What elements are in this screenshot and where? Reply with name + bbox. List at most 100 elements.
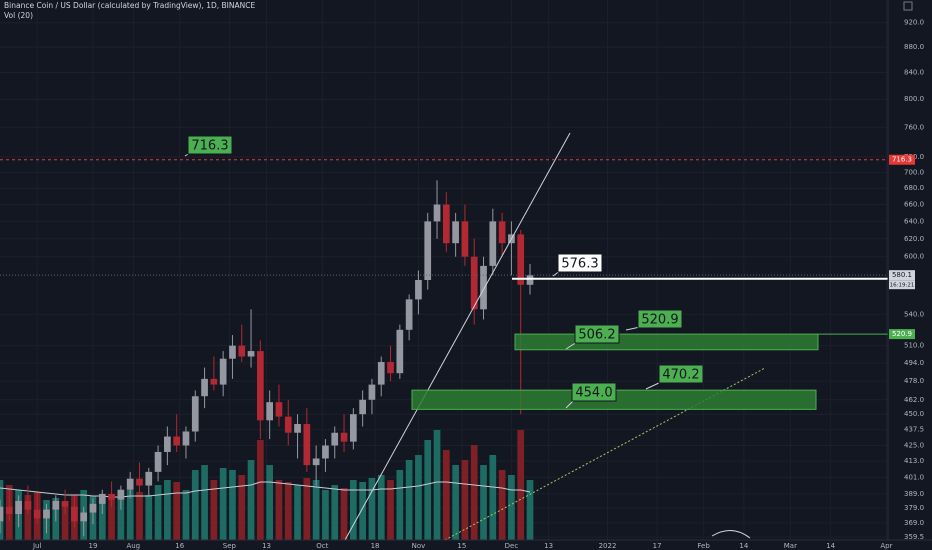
y-tick-label: 425.0 (904, 441, 924, 449)
candle-body (470, 256, 478, 310)
volume-bar (61, 502, 69, 540)
candle-body (219, 358, 227, 385)
volume-bar (322, 490, 329, 540)
callout-box (571, 382, 617, 402)
volume-bar (415, 455, 422, 540)
candle-body (387, 362, 394, 374)
volume-bar (387, 480, 394, 540)
callout-box (574, 324, 620, 344)
volume-bar (154, 485, 162, 540)
candle-body (108, 493, 115, 500)
volume-bar (284, 482, 292, 540)
callout-label: 520.9 (641, 313, 678, 328)
candle-body (191, 396, 199, 432)
volume-pane (0, 430, 534, 540)
volume-bar (312, 480, 320, 540)
y-tick-label: 700.0 (904, 168, 924, 176)
x-tick-label: 2022 (599, 542, 617, 550)
y-tick-label: 462.0 (904, 396, 924, 404)
callout-box (557, 253, 603, 273)
volume-bar (257, 440, 264, 540)
candle-body (43, 509, 50, 519)
candle-body (275, 402, 283, 417)
y-tick-label: 389.0 (904, 490, 924, 498)
y-tick-label: 494.0 (904, 359, 924, 367)
support-zone (514, 333, 819, 351)
candle-body (396, 329, 404, 374)
axes: 920.0880.0840.0800.0760.0720.0700.0680.0… (32, 19, 924, 550)
y-tick-label: 359.5 (904, 533, 924, 541)
volume-bar (229, 470, 236, 540)
candle-body (80, 512, 88, 522)
candle-body (15, 501, 22, 514)
y-tick-label: 640.0 (904, 217, 924, 225)
settings-icon[interactable] (903, 1, 913, 11)
volume-bar (201, 465, 208, 540)
y-tick-label: 760.0 (904, 123, 924, 131)
last-price-tag-bg (889, 270, 915, 281)
volume-bar (219, 468, 227, 540)
volume-label: Vol (20) (4, 11, 33, 20)
volume-bar (433, 430, 441, 540)
candle-body (415, 280, 422, 300)
candle-body (461, 221, 469, 257)
y-tick-label: 510.0 (904, 342, 924, 350)
volume-bar (489, 455, 497, 540)
volume-bar (396, 470, 404, 540)
candle-body (498, 221, 506, 244)
x-tick-label: 15 (457, 542, 466, 550)
candle-body (303, 424, 311, 466)
volume-bar (210, 480, 218, 540)
candle-body (377, 362, 385, 385)
level-tag: 520.9 (892, 330, 912, 338)
candle-body (0, 506, 4, 522)
y-tick-label: 478.0 (904, 377, 924, 385)
x-tick-label: 13 (262, 542, 271, 550)
volume-bar (480, 465, 487, 540)
level-tag-bg (889, 329, 915, 340)
volume-bar (340, 488, 348, 540)
chart-title: Binance Coin / US Dollar (calculated by … (4, 1, 255, 10)
candle-body (136, 478, 143, 486)
volume-bar (359, 482, 366, 540)
volume-bar (349, 480, 357, 540)
candle-body (33, 509, 41, 519)
x-tick-label: Jul (32, 542, 42, 550)
x-tick-label: Oct (316, 542, 328, 550)
candle-body (433, 204, 441, 222)
countdown-bg (889, 280, 915, 290)
volume-bar (182, 490, 190, 540)
x-tick-label: Nov (412, 542, 426, 550)
volume-bar (498, 470, 506, 540)
candle-body (359, 399, 366, 415)
candle-body (517, 234, 525, 285)
x-tick-label: 13 (544, 542, 553, 550)
volume-bar (145, 495, 153, 540)
volume-ma (0, 481, 531, 498)
annotations: 716.3 576.3 520.9 506.2 470.2 454.0 (0, 135, 888, 410)
x-tick-label: Mar (784, 542, 797, 550)
y-tick-label: 620.0 (904, 235, 924, 243)
candle-body (349, 414, 357, 442)
x-tick-label: Feb (697, 542, 710, 550)
volume-bar (452, 465, 459, 540)
candle-body (266, 402, 274, 421)
candle-body (480, 265, 487, 310)
candle-body (405, 299, 413, 330)
candle-body (452, 221, 459, 244)
volume-bar (136, 492, 143, 540)
y-tick-label: 880.0 (904, 43, 924, 51)
volume-bar (98, 500, 106, 540)
candle-body (368, 384, 376, 400)
candle-body (238, 345, 246, 357)
callout-label: 470.2 (662, 368, 699, 383)
y-tick-label: 540.0 (904, 310, 924, 318)
candle-body (340, 432, 348, 442)
resistance-tag-bg (889, 154, 915, 165)
volume-bar (508, 475, 515, 540)
callout-label: 506.2 (578, 328, 615, 343)
volume-bar (303, 478, 311, 540)
candle-body (98, 493, 106, 504)
candle-body (173, 436, 181, 446)
